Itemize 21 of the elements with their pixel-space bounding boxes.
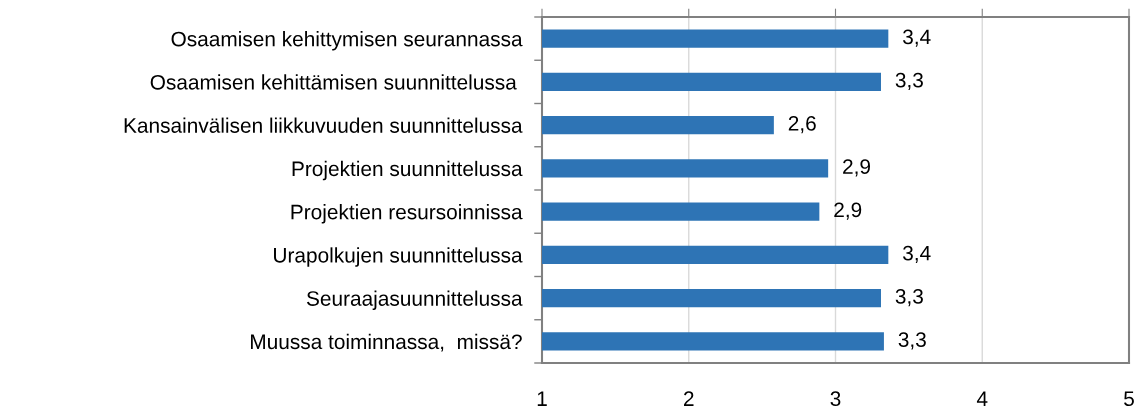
x-tick-label: 5 (1124, 391, 1134, 407)
data-label: 3,4 (903, 29, 931, 47)
y-tick-label: Osaamisen kehittämisen suunnittelussa (150, 74, 517, 90)
y-tick-label: Seuraajasuunnittelussa (306, 290, 523, 310)
y-tick-label: Osaamisen kehittymisen seurannassa (171, 31, 523, 51)
y-tick-label: Kansainvälisen liikkuvuuden suunnittelussa (124, 117, 523, 133)
data-label: 3,3 (898, 332, 926, 350)
data-label: 2,9 (843, 159, 871, 177)
data-label: 3,4 (903, 245, 931, 263)
data-label: 3,3 (895, 288, 923, 307)
y-tick-label: Projektien suunnittelussa (292, 160, 523, 181)
data-label: 3,3 (895, 72, 923, 90)
y-tick-label: Projektien resursoinnissa (291, 204, 523, 224)
x-tick-label: 2 (684, 391, 694, 406)
data-label: 2,6 (788, 115, 816, 134)
data-label: 2,9 (834, 202, 862, 220)
x-tick-label: 1 (537, 391, 547, 406)
y-tick-label: Muussa toiminnassa, missä? (251, 333, 522, 352)
x-tick-label: 3 (830, 391, 841, 407)
y-tick-label: Urapolkujen suunnittelussa (274, 247, 523, 267)
x-tick-label: 4 (976, 391, 988, 406)
